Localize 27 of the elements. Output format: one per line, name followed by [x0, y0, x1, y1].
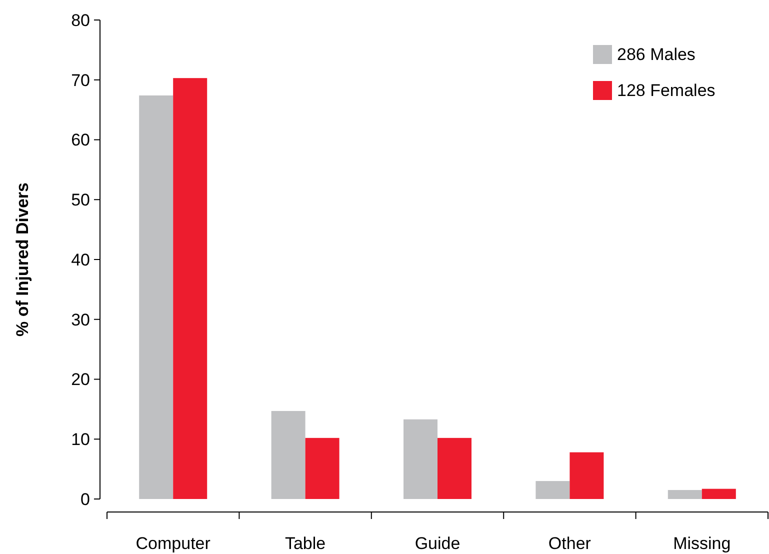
y-tick-label: 80 — [71, 10, 90, 30]
y-tick-label: 0 — [80, 490, 90, 509]
bar — [173, 78, 208, 499]
y-tick-label: 50 — [71, 190, 90, 210]
y-tick-label: 30 — [71, 310, 90, 330]
y-tick-label: 70 — [71, 70, 90, 90]
y-axis-title: % of Injured Divers — [13, 182, 32, 336]
y-tick-label: 10 — [71, 430, 90, 450]
bar — [702, 488, 736, 499]
legend-label: 286 Males — [617, 44, 696, 64]
bar — [305, 438, 340, 499]
y-tick-label: 60 — [71, 130, 90, 150]
x-tick-label: Missing — [673, 534, 731, 553]
bar — [139, 95, 174, 499]
legend-label: 128 Females — [617, 80, 716, 100]
x-tick-label: Other — [548, 534, 592, 553]
x-tick-label: Table — [284, 534, 326, 553]
x-tick-label: Computer — [136, 534, 211, 553]
y-tick-label: 20 — [71, 370, 90, 390]
bar — [404, 419, 438, 499]
y-tick-label: 40 — [71, 250, 90, 270]
bar — [570, 452, 604, 499]
bar — [271, 410, 306, 499]
bar — [668, 490, 702, 499]
x-tick-label: Guide — [414, 534, 460, 553]
bar — [438, 438, 472, 499]
bar — [536, 481, 570, 499]
